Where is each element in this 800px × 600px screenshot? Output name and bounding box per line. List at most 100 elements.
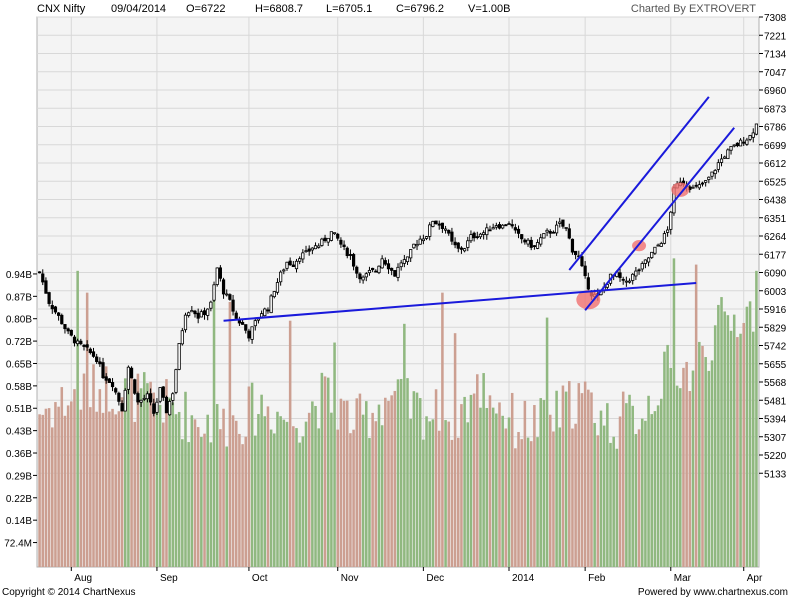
volume-bar <box>425 416 428 567</box>
volume-tick-label: 0.51B <box>6 404 32 415</box>
volume-bar <box>288 320 292 567</box>
candle-body <box>583 265 587 277</box>
candle-body <box>491 227 495 230</box>
candle-body <box>539 237 543 245</box>
volume-bar <box>89 407 92 567</box>
price-tick-label: 6525 <box>764 177 787 188</box>
candle-body <box>91 351 96 357</box>
volume-bar <box>222 408 225 567</box>
volume-bar <box>374 421 378 567</box>
candle-body <box>431 220 435 227</box>
candle-body <box>148 393 153 403</box>
candle-body <box>748 135 752 140</box>
volume-bar <box>653 411 657 567</box>
candle-body <box>307 248 311 252</box>
candle-body <box>336 233 340 239</box>
candle-body <box>221 279 226 295</box>
candle-body <box>342 244 346 247</box>
volume-bar <box>713 325 717 567</box>
volume-bar <box>320 372 324 567</box>
price-tick-label: 5394 <box>764 415 787 426</box>
candle-body <box>631 273 635 281</box>
candle-body <box>437 223 441 226</box>
candle-body <box>120 403 124 412</box>
volume-bar <box>441 292 444 567</box>
channel-lower <box>584 127 735 311</box>
volume-bar <box>266 406 270 567</box>
symbol-name: CNX Nifty <box>37 3 86 15</box>
candle-body <box>358 273 362 280</box>
volume-bar <box>63 415 67 567</box>
volume-bar <box>694 264 698 567</box>
candle-body <box>447 229 451 234</box>
candle-body <box>47 292 51 304</box>
volume-bar <box>564 391 568 567</box>
volume-bar <box>580 393 584 567</box>
candle-body <box>250 326 254 340</box>
candle-body <box>520 234 524 240</box>
volume-bar <box>133 421 137 567</box>
candle-body <box>301 252 305 260</box>
candle-body <box>339 239 343 245</box>
volume-bar <box>311 401 314 567</box>
volume-tick-label: 0.94B <box>6 270 32 281</box>
candle-body <box>621 278 625 281</box>
candle-body <box>561 219 565 227</box>
volume-bar <box>418 398 422 567</box>
volume-bar <box>647 395 650 567</box>
candle-body <box>646 257 651 263</box>
volume-bar <box>44 408 48 567</box>
price-tick-label: 6264 <box>764 232 787 243</box>
candle-body <box>114 388 118 393</box>
volume-bar <box>704 357 707 567</box>
volume-bar <box>679 388 682 567</box>
volume-bar <box>666 344 669 567</box>
candle-body <box>129 367 134 379</box>
volume-tick-label: 0.29B <box>6 471 32 482</box>
volume-tick-label: 0.65B <box>6 359 32 370</box>
candle-body <box>691 186 695 189</box>
volume-bar <box>282 419 286 567</box>
volume-bar <box>257 414 260 567</box>
candle-body <box>751 132 755 138</box>
candle-body <box>247 330 251 339</box>
volume-bar <box>469 394 473 567</box>
candle-body <box>469 234 473 242</box>
volume-bar <box>599 410 603 567</box>
candle-body <box>291 264 295 268</box>
price-tick-label: 6177 <box>764 250 787 261</box>
volume-bar <box>130 373 133 567</box>
candle-body <box>456 242 460 249</box>
candle-body <box>450 231 454 242</box>
candle-body <box>183 314 188 331</box>
volume-bar <box>548 414 552 567</box>
month-label: Apr <box>747 573 763 584</box>
candle-body <box>323 237 327 241</box>
volume-bar <box>349 433 352 567</box>
candle-body <box>294 260 299 270</box>
candle-body <box>374 270 378 273</box>
candle-body <box>320 238 324 246</box>
volume-bar <box>415 392 419 567</box>
volume-bar <box>228 302 232 567</box>
volume-tick-label: 72.4M <box>4 539 32 550</box>
candle-body <box>145 393 150 400</box>
volume-bar <box>307 412 311 567</box>
volume-bar <box>542 399 546 567</box>
candle-body <box>126 366 131 390</box>
volume-bar <box>609 442 612 567</box>
volume-bar <box>333 342 336 567</box>
candle-body <box>225 293 229 296</box>
volume-bar <box>323 376 327 567</box>
volume-bar <box>57 406 60 567</box>
candle-body <box>202 310 207 316</box>
quote-date: 09/04/2014 <box>111 3 167 15</box>
candle-body <box>351 254 356 267</box>
volume-bar <box>152 392 156 567</box>
candle-body <box>168 401 172 416</box>
candle-body <box>95 356 99 363</box>
volume-bar <box>688 391 692 567</box>
volume-bar <box>717 304 720 567</box>
candle-body <box>542 233 546 239</box>
low-price: L=6705.1 <box>326 3 373 15</box>
